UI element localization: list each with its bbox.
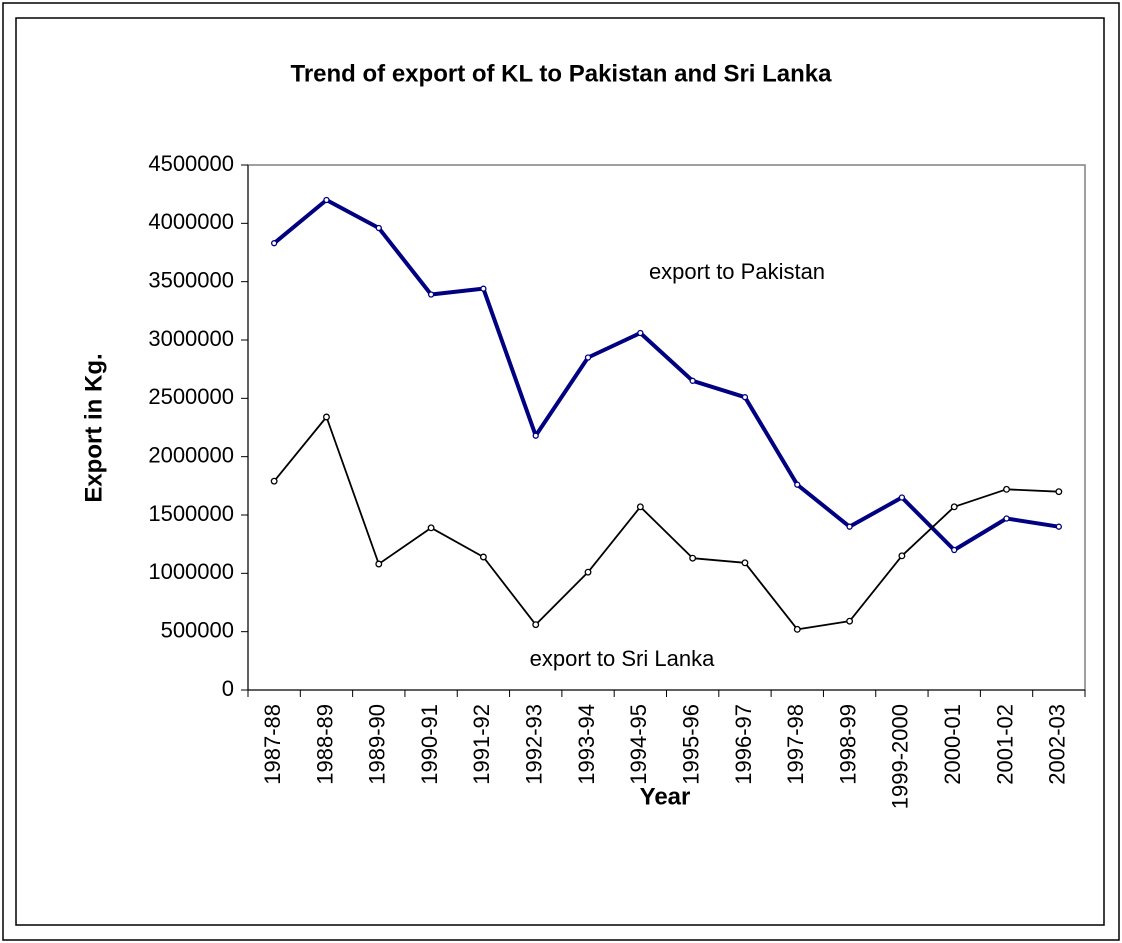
data-point: [1055, 523, 1062, 530]
x-tick-label: 1997-98: [783, 704, 808, 785]
x-tick-label: 1994-95: [626, 704, 651, 785]
y-tick-label: 2500000: [148, 384, 234, 409]
data-point: [323, 196, 330, 204]
x-tick-label: 1993-94: [574, 704, 599, 785]
data-point: [951, 546, 958, 554]
chart-title: Trend of export of KL to Pakistan and Sr…: [291, 60, 833, 87]
x-tick-label: 2000-01: [940, 704, 965, 785]
data-point: [375, 560, 383, 568]
x-tick-label: 1995-96: [678, 704, 703, 785]
x-tick-label: 1998-99: [835, 704, 860, 785]
x-tick-label: 2002-03: [1045, 704, 1070, 785]
data-point: [689, 554, 697, 562]
data-point: [689, 377, 696, 384]
x-tick-label: 1989-90: [365, 704, 390, 785]
y-tick-label: 4500000: [148, 151, 234, 176]
data-point: [950, 503, 958, 511]
y-tick-label: 2000000: [148, 442, 234, 467]
series-line: [272, 198, 1060, 552]
x-axis-label: Year: [640, 783, 691, 810]
data-point: [846, 523, 853, 530]
x-tick-label: 1996-97: [731, 704, 756, 785]
data-point: [794, 481, 801, 488]
data-point: [636, 503, 644, 511]
data-point: [1003, 485, 1010, 493]
x-tick-label: 1991-92: [469, 704, 494, 785]
data-point: [584, 354, 592, 361]
data-point: [898, 494, 906, 501]
y-tick-label: 3000000: [148, 326, 234, 351]
x-tick-label: 1990-91: [417, 704, 442, 785]
series-label: export to Sri Lanka: [530, 646, 715, 671]
data-point: [584, 568, 592, 576]
data-point: [1003, 515, 1010, 522]
y-tick-label: 500000: [161, 617, 234, 642]
data-point: [270, 477, 278, 485]
data-point: [427, 291, 435, 298]
series-label: export to Pakistan: [649, 259, 825, 284]
x-tick-label: 1987-88: [260, 704, 285, 785]
data-point: [323, 413, 330, 421]
y-tick-label: 3500000: [148, 267, 234, 292]
data-point: [741, 559, 749, 567]
data-point: [1055, 488, 1063, 496]
data-point: [846, 617, 854, 625]
y-tick-label: 4000000: [148, 209, 234, 234]
data-point: [532, 432, 539, 439]
data-point: [375, 224, 382, 232]
x-tick-label: 1999-2000: [888, 704, 913, 809]
y-tick-label: 1000000: [148, 559, 234, 584]
data-point: [480, 285, 487, 292]
series-line: [273, 416, 1059, 631]
x-tick-label: 2001-02: [992, 704, 1017, 785]
data-point: [532, 621, 540, 629]
y-axis-label: Export in Kg.: [80, 353, 107, 502]
data-point: [793, 625, 801, 633]
data-point: [741, 394, 749, 401]
chart-frame: [15, 17, 1105, 926]
data-point: [637, 329, 644, 337]
data-point: [898, 552, 906, 560]
x-tick-label: 1988-89: [312, 704, 337, 785]
y-tick-label: 1500000: [148, 501, 234, 526]
x-tick-label: 1992-93: [522, 704, 547, 785]
data-point: [271, 240, 278, 247]
y-tick-label: 0: [222, 676, 234, 701]
data-point: [427, 524, 435, 532]
data-point: [479, 553, 487, 561]
